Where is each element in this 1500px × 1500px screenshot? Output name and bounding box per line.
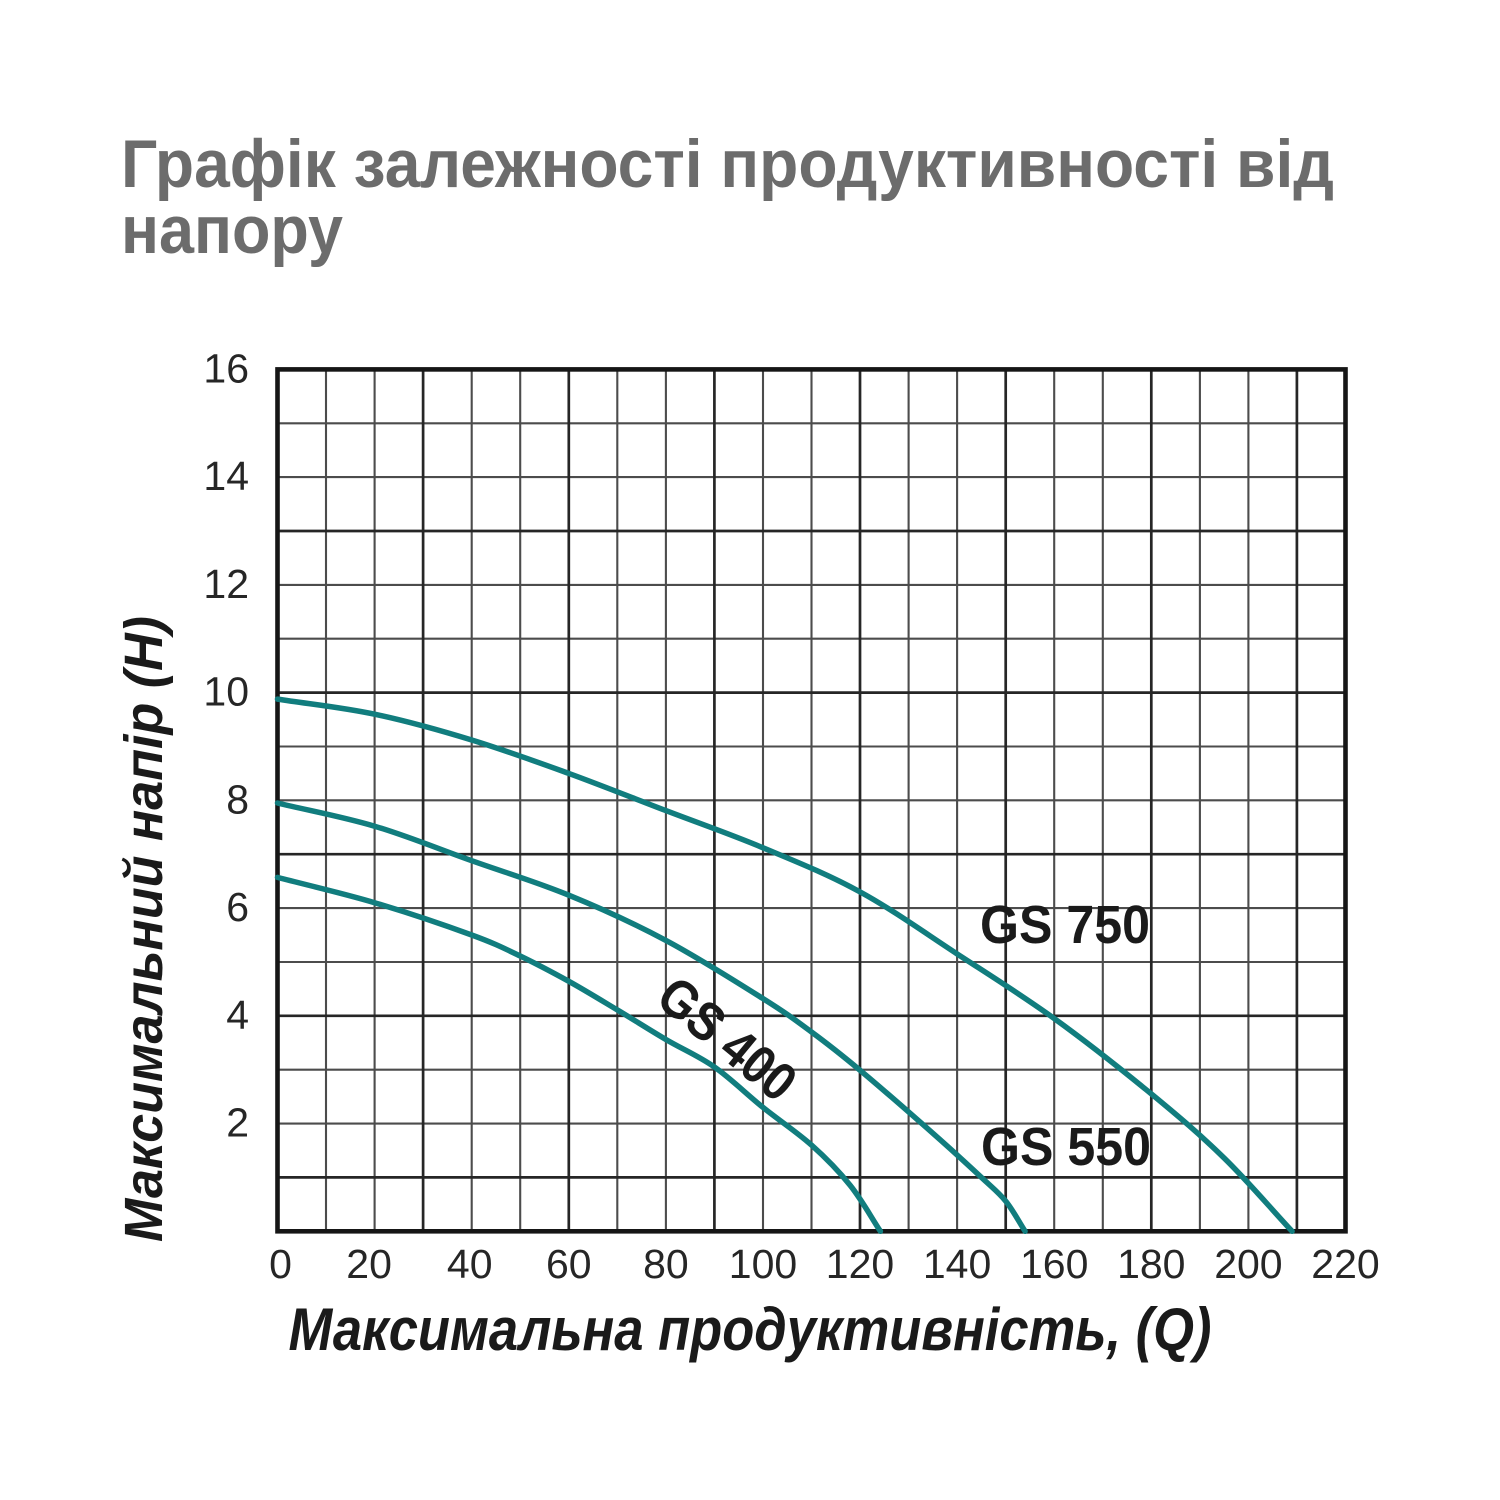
svg-text:60: 60: [546, 1241, 592, 1287]
svg-text:40: 40: [447, 1241, 493, 1287]
svg-text:20: 20: [346, 1241, 392, 1287]
svg-text:16: 16: [203, 345, 249, 391]
svg-text:6: 6: [226, 884, 249, 930]
svg-text:GS 750: GS 750: [980, 895, 1150, 955]
svg-text:10: 10: [203, 669, 249, 715]
svg-text:160: 160: [1020, 1241, 1088, 1287]
svg-text:напору: напору: [121, 192, 343, 268]
svg-text:120: 120: [826, 1241, 894, 1287]
svg-text:80: 80: [643, 1241, 689, 1287]
svg-text:140: 140: [923, 1241, 991, 1287]
svg-text:Графік залежності продуктивнос: Графік залежності продуктивності від: [121, 126, 1334, 202]
svg-text:4: 4: [226, 992, 249, 1038]
svg-text:Максимальний напір (Н): Максимальний напір (Н): [114, 616, 174, 1242]
svg-text:GS 550: GS 550: [981, 1117, 1151, 1177]
svg-text:200: 200: [1214, 1241, 1282, 1287]
svg-text:180: 180: [1117, 1241, 1185, 1287]
svg-text:Максимальна продуктивність, (Q: Максимальна продуктивність, (Q): [289, 1296, 1212, 1363]
svg-text:12: 12: [203, 561, 249, 607]
svg-text:220: 220: [1311, 1241, 1379, 1287]
svg-text:0: 0: [269, 1241, 292, 1287]
svg-text:100: 100: [729, 1241, 797, 1287]
svg-text:2: 2: [226, 1100, 249, 1146]
svg-text:14: 14: [203, 453, 249, 499]
svg-text:8: 8: [226, 776, 249, 822]
